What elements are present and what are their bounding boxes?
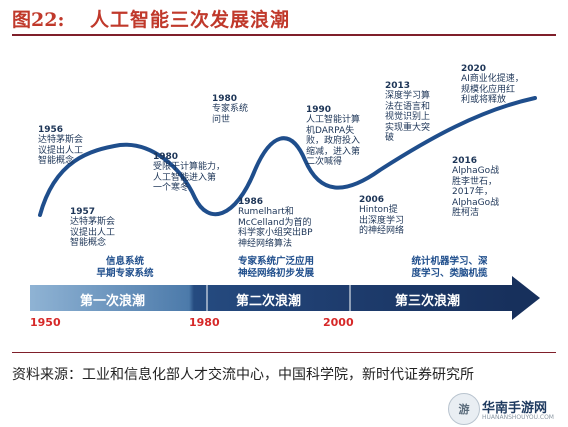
event-1956: 1956 达特茅斯会 议提出人工 智能概念 (38, 124, 84, 167)
figure-number: 图22: (12, 9, 65, 31)
event-1980-expert-system: 1980 专家系统 问世 (212, 93, 249, 125)
timeline-band (30, 285, 512, 311)
event-1957: 1957 达特茅斯会 议提出人工 智能概念 (70, 206, 116, 249)
year-tick-2000: 2000 (323, 316, 354, 329)
figure-header: 图22: 人工智能三次发展浪潮 (0, 0, 568, 34)
phase-2-description: 专家系统广泛应用 神经网络初步发展 (237, 256, 314, 279)
wave-curve (38, 96, 537, 217)
event-2013: 2013 深度学习算 法在语言和 视觉识别上 实现重大突 破 (385, 80, 431, 144)
band-label-third-wave: 第三次浪潮 (395, 294, 461, 309)
year-tick-1950: 1950 (30, 316, 61, 329)
source-note: 资料来源：工业和信息化部人才交流中心，中国科学院，新时代证券研究所 (12, 367, 474, 383)
band-label-first-wave: 第一次浪潮 (80, 294, 146, 309)
watermark-logo-icon: 游 (448, 393, 480, 425)
watermark-name: 华南手游网 (482, 401, 548, 416)
event-2016: 2016 AlphaGo战 胜李世石， 2017年， AlphaGo战 胜柯洁 (452, 155, 500, 219)
figure-title: 人工智能三次发展浪潮 (90, 9, 291, 31)
event-2006: 2006 Hinton提 出深度学习 的神经网络 (359, 194, 405, 237)
event-1986: 1986 Rumelhart和 McCelland为首的 科学家小组突出BP 神经… (238, 196, 313, 249)
event-2020: 2020 AI商业化提速， 规模化应用红 利或将释放 (461, 63, 524, 106)
timeline-arrow-head (512, 276, 540, 320)
event-1980-winter: 1980 受限于计算能力， 人工智能进入第 一个寒冬 (153, 151, 226, 194)
event-1990: 1990 人工智能计算 机DARPA失 败，政府投入 缩减，进入第 二次喊得 (306, 104, 361, 168)
year-tick-1980: 1980 (189, 316, 220, 329)
phase-3-description: 统计机器学习、深 度学习、类脑机揽 (411, 256, 488, 279)
footer-divider (12, 352, 556, 353)
watermark-url: HUANANSHOUYOU.COM (482, 414, 554, 421)
header-divider (12, 34, 556, 36)
band-label-second-wave: 第二次浪潮 (236, 294, 302, 309)
phase-1-description: 信息系统 早期专家系统 (96, 256, 154, 279)
watermark: 游 华南手游网 HUANANSHOUYOU.COM (448, 393, 560, 425)
